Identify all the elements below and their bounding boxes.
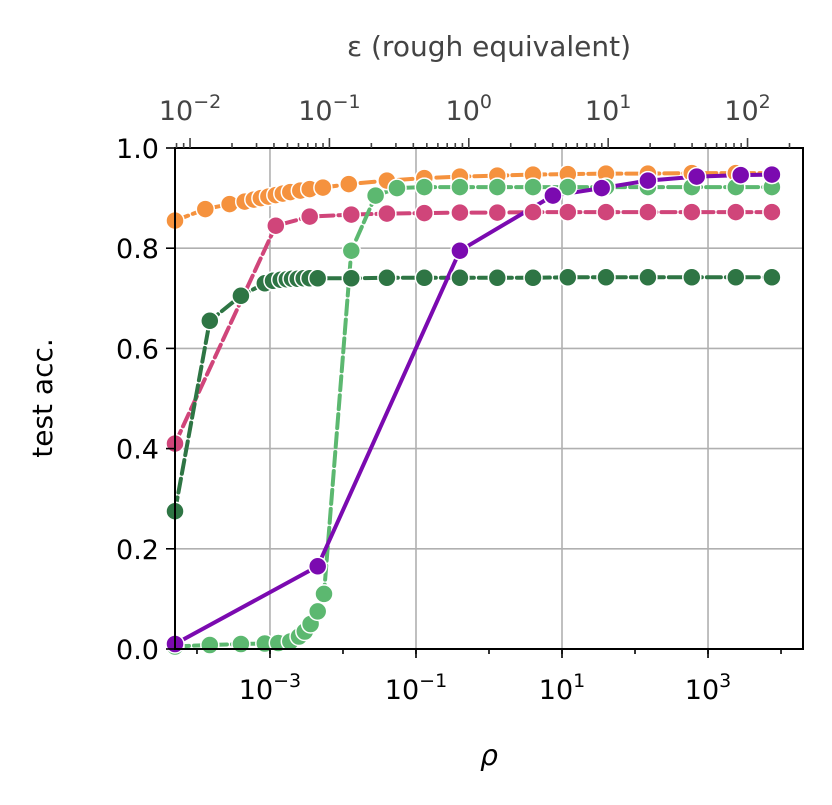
- data-point-1-2: [299, 206, 320, 227]
- data-point-3-2: [231, 634, 251, 654]
- data-point-1-1: [266, 215, 286, 236]
- y-tick-label: 0.0: [116, 635, 159, 666]
- data-point-4-8: [762, 164, 782, 185]
- data-point-2-19: [596, 267, 616, 288]
- data-point-1-13: [726, 202, 746, 222]
- y-tick-label: 0.8: [116, 234, 159, 265]
- top-axis-label: ε (rough equivalent): [347, 30, 631, 63]
- data-point-0-12: [313, 177, 333, 198]
- data-point-4-7: [730, 165, 751, 185]
- data-point-3-12: [365, 185, 386, 206]
- data-point-3-16: [487, 177, 508, 197]
- data-point-4-2: [450, 240, 470, 261]
- data-point-4-4: [591, 178, 612, 198]
- x-tick-label: 101: [539, 670, 585, 706]
- series-markers: [165, 163, 782, 657]
- data-point-2-21: [682, 267, 702, 288]
- y-axis: 0.0 0.2 0.4 0.6 0.8 1.0: [116, 134, 175, 666]
- top-tick-label: 100: [446, 91, 492, 127]
- data-point-2-1: [200, 311, 220, 331]
- data-point-2-17: [523, 268, 543, 288]
- data-point-1-11: [638, 202, 658, 222]
- data-point-1-6: [450, 202, 470, 223]
- x-axis-label: ρ: [480, 739, 498, 772]
- data-point-4-6: [686, 166, 707, 187]
- series-line-2: [173, 275, 774, 514]
- data-point-3-13: [387, 178, 407, 198]
- data-point-2-11: [307, 268, 328, 289]
- data-point-4-3: [543, 185, 563, 206]
- x-axis-top: 10−2 10−1 100 101 102: [159, 91, 791, 148]
- data-point-4-1: [307, 556, 328, 577]
- series-lines: [173, 171, 774, 649]
- data-point-2-16: [487, 268, 508, 288]
- data-point-1-7: [487, 202, 508, 223]
- series-line-4: [173, 172, 774, 646]
- data-point-3-18: [558, 177, 578, 197]
- data-point-1-4: [377, 203, 397, 224]
- data-point-1-12: [682, 202, 702, 222]
- x-tick-label: 103: [685, 670, 731, 706]
- x-tick-label: 10−3: [239, 670, 301, 706]
- top-tick-label: 10−1: [298, 91, 360, 127]
- x-tick-label: 10−1: [385, 670, 447, 706]
- data-point-2-2: [231, 286, 251, 306]
- data-point-3-9: [307, 601, 328, 622]
- top-tick-label: 101: [585, 91, 631, 127]
- top-tick-label: 10−2: [159, 91, 221, 127]
- x-axis-bottom: 10−3 10−1 101 103: [196, 649, 782, 706]
- data-point-2-12: [341, 268, 362, 289]
- y-axis-label: test acc.: [26, 338, 59, 458]
- y-tick-label: 0.2: [116, 535, 159, 566]
- top-tick-label: 102: [724, 91, 770, 127]
- data-point-1-14: [762, 202, 782, 222]
- data-point-1-5: [414, 203, 435, 223]
- data-point-3-17: [523, 177, 543, 197]
- data-point-1-8: [523, 202, 543, 222]
- data-point-2-20: [638, 267, 658, 288]
- data-point-3-1: [200, 635, 220, 655]
- y-tick-label: 1.0: [116, 134, 159, 165]
- series-line-1: [173, 210, 774, 446]
- data-point-2-23: [762, 267, 782, 288]
- data-point-3-11: [341, 240, 362, 261]
- data-point-3-15: [450, 177, 470, 197]
- data-point-1-3: [341, 204, 362, 225]
- y-tick-label: 0.6: [116, 334, 159, 365]
- data-point-2-13: [377, 268, 397, 288]
- data-point-1-10: [596, 202, 616, 222]
- data-point-3-14: [414, 177, 435, 197]
- series-line-3: [173, 185, 774, 649]
- data-point-2-22: [726, 267, 746, 288]
- y-tick-label: 0.4: [116, 435, 159, 466]
- data-point-2-14: [414, 268, 435, 288]
- data-point-0-1: [195, 199, 216, 219]
- data-point-2-18: [558, 267, 578, 288]
- data-point-4-5: [638, 170, 658, 191]
- data-point-2-15: [450, 268, 470, 288]
- data-point-3-10: [314, 584, 334, 604]
- data-point-1-9: [558, 202, 578, 222]
- data-point-0-13: [339, 174, 359, 194]
